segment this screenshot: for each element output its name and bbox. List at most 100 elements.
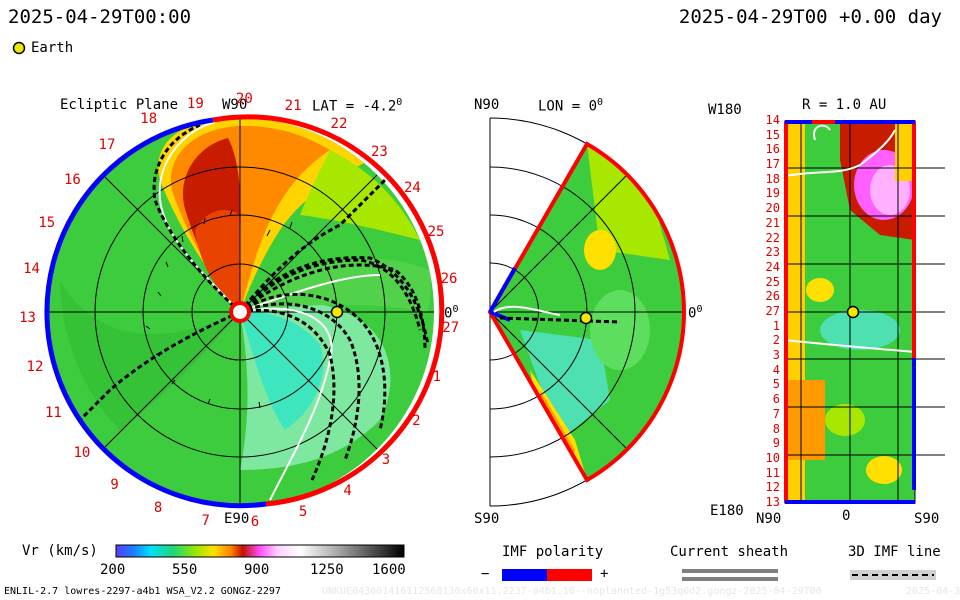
- synoptic-row-label: 2: [772, 333, 780, 348]
- ecliptic-ring-number: 3: [381, 452, 391, 469]
- synoptic-row-label: 18: [765, 171, 780, 186]
- imf-polarity-positive-swatch: [547, 569, 592, 581]
- ecliptic-ring-number: 13: [19, 310, 36, 327]
- synoptic-row-label: 20: [765, 201, 780, 216]
- colorbar-tick-200: 200: [100, 562, 126, 578]
- synoptic-row-label: 7: [772, 406, 780, 421]
- synoptic-row-label: 1: [772, 318, 780, 333]
- ecliptic-ring-number: 22: [330, 115, 348, 132]
- ecliptic-lat-label: LAT = -4.20: [312, 97, 403, 115]
- synoptic-row-label: 22: [765, 230, 780, 245]
- earth-marker-synoptic: [846, 305, 860, 319]
- ecliptic-ring-number: 1: [432, 368, 442, 385]
- earth-legend-label: Earth: [31, 40, 74, 56]
- synoptic-row-label: 26: [765, 289, 780, 304]
- ecliptic-ring-number: 11: [44, 404, 62, 421]
- ecliptic-ring-number: 7: [201, 512, 210, 529]
- ecliptic-ring-number: 2: [412, 413, 421, 430]
- colorbar-tick-550: 550: [172, 562, 198, 578]
- synoptic-xtick-s90: S90: [914, 511, 940, 527]
- ecliptic-ring-number: 24: [403, 180, 421, 197]
- synoptic-left-label: W180: [708, 102, 742, 118]
- synoptic-row-label: 25: [765, 274, 780, 289]
- model-info: ENLIL-2.7 lowres-2297-a4b1 WSA_V2.2 GONG…: [4, 586, 281, 597]
- run-id: UNKUE043001416112568130x60x11.2237-a4b1.…: [322, 586, 822, 597]
- colorbar-label: Vr (km/s): [22, 543, 98, 559]
- ecliptic-ring-number: 20: [235, 91, 253, 108]
- meridional-bottom-label: S90: [474, 511, 500, 527]
- synoptic-xtick-n90: N90: [756, 511, 782, 527]
- synoptic-row-label: 6: [772, 392, 780, 407]
- meridional-top-label: N90: [474, 97, 500, 113]
- ecliptic-ring-number: 16: [63, 172, 81, 189]
- synoptic-row-label: 3: [772, 348, 780, 363]
- imf-polarity-plus: +: [600, 566, 609, 582]
- speed-colorbar: [115, 544, 405, 558]
- synoptic-row-label: 15: [765, 127, 780, 142]
- synoptic-row-label: 23: [765, 245, 780, 260]
- imf-polarity-negative-swatch: [502, 569, 547, 581]
- synoptic-row-label: 13: [765, 495, 780, 509]
- meridional-lon-label: LON = 00: [538, 97, 604, 115]
- ecliptic-bottom-label: E90: [224, 511, 250, 527]
- synoptic-plot: [784, 120, 945, 504]
- ecliptic-grid: [46, 118, 434, 506]
- ecliptic-ring-number: 18: [140, 111, 158, 128]
- timestamp-right: 2025-04-29T00 +0.00 day: [678, 6, 942, 28]
- ecliptic-ring-number: 27: [442, 320, 460, 337]
- synoptic-bottom-left-label: E180: [710, 503, 744, 519]
- meridional-current-sheet: [493, 305, 561, 316]
- synoptic-row-label: 12: [765, 480, 780, 495]
- ecliptic-ring-number: 6: [250, 514, 260, 531]
- synoptic-current-sheet: [784, 129, 896, 177]
- synoptic-row-label: 10: [765, 450, 780, 465]
- ecliptic-ring-number: 8: [153, 500, 163, 517]
- synoptic-row-label: 24: [765, 259, 780, 274]
- ecliptic-ring-number: 9: [110, 477, 119, 494]
- synoptic-row-label: 8: [772, 421, 780, 436]
- timestamp-left: 2025-04-29T00:00: [8, 6, 192, 28]
- synoptic-row-label: 14: [765, 113, 780, 127]
- colorbar-tick-1600: 1600: [372, 562, 406, 578]
- ecliptic-polarity-positive: [212, 114, 445, 507]
- imf-line-label: 3D IMF line: [848, 544, 941, 560]
- ecliptic-top-label: W90: [222, 97, 248, 113]
- current-sheath-swatch: [682, 569, 778, 573]
- run-date: 2025-04-30: [906, 586, 960, 597]
- earth-marker-meridional: [579, 311, 593, 325]
- sun-marker: [229, 301, 251, 323]
- earth-marker-ecliptic: [330, 305, 344, 319]
- imf-polarity-minus: −: [481, 566, 490, 582]
- ecliptic-ring-number: 21: [284, 97, 302, 114]
- colorbar-tick-1250: 1250: [310, 562, 344, 578]
- meridional-polarity-edge: [487, 141, 686, 483]
- imf-polarity-label: IMF polarity: [502, 544, 604, 560]
- synoptic-row-label: 19: [765, 186, 780, 201]
- synoptic-grid: [785, 121, 945, 503]
- synoptic-xtick-0: 0: [842, 508, 851, 524]
- ecliptic-ring-number: 14: [23, 261, 40, 278]
- meridional-plot: [487, 117, 686, 507]
- ecliptic-ring-number: 26: [440, 271, 458, 288]
- ecliptic-ring-number: 12: [26, 359, 44, 376]
- synoptic-row-label: 9: [772, 436, 780, 451]
- ecliptic-polarity-negative: [44, 117, 214, 468]
- meridional-polarity-negative: [488, 267, 517, 313]
- ecliptic-ring-number: 15: [38, 214, 56, 231]
- ecliptic-ring-number: 10: [73, 444, 91, 461]
- synoptic-row-label: 5: [772, 377, 780, 392]
- ecliptic-polarity-negative-2: [121, 464, 267, 509]
- ecliptic-title: Ecliptic Plane: [60, 97, 179, 113]
- ecliptic-ring-number: 23: [371, 143, 388, 160]
- synoptic-row-label: 27: [765, 304, 780, 318]
- ecliptic-ring-number: 19: [186, 95, 204, 112]
- synoptic-r-label: R = 1.0 AU: [802, 97, 887, 113]
- synoptic-row-label: 11: [765, 465, 780, 480]
- ecliptic-speed-field: [60, 118, 431, 470]
- synoptic-row-label: 17: [765, 157, 780, 172]
- meridional-speed-field: [490, 144, 684, 480]
- colorbar-tick-900: 900: [244, 562, 270, 578]
- ecliptic-ring-number: 4: [343, 482, 352, 499]
- ecliptic-plot: [44, 114, 445, 509]
